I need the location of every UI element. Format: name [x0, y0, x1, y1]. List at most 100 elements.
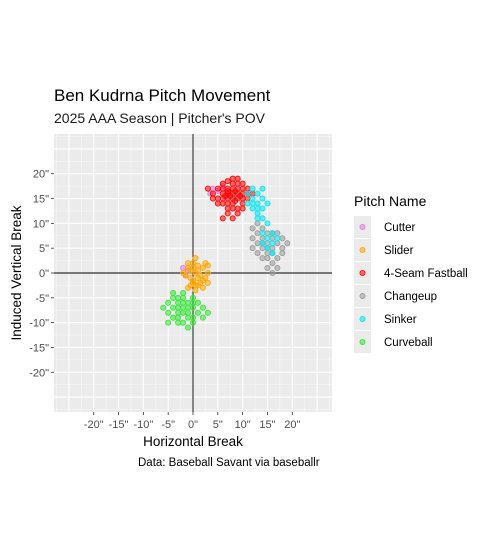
- point-curveball: [175, 314, 182, 321]
- point-slider: [194, 267, 201, 274]
- y-tick-label: 15": [33, 194, 49, 206]
- point-changeup: [254, 250, 261, 257]
- legend-label-changeup: Changeup: [384, 291, 437, 303]
- point-4-seam-fastball: [204, 185, 211, 192]
- point-curveball: [194, 299, 201, 306]
- legend-label-4-seam-fastball: 4-Seam Fastball: [384, 268, 468, 280]
- point-sinker: [249, 200, 256, 207]
- point-changeup: [279, 245, 286, 252]
- point-slider: [194, 262, 201, 269]
- point-sinker: [244, 190, 251, 197]
- point-changeup: [254, 220, 261, 227]
- point-curveball: [185, 324, 192, 331]
- point-slider: [187, 282, 194, 289]
- point-curveball: [175, 299, 182, 306]
- x-tick-label: -5": [161, 419, 175, 431]
- point-changeup: [264, 230, 271, 237]
- point-changeup: [254, 240, 261, 247]
- point-curveball: [180, 319, 187, 326]
- point-4-seam-fastball: [222, 193, 229, 200]
- point-4-seam-fastball: [227, 193, 234, 200]
- point-4-seam-fastball: [239, 180, 246, 187]
- point-changeup: [259, 245, 266, 252]
- point-4-seam-fastball: [244, 185, 251, 192]
- point-changeup: [259, 235, 266, 242]
- legend-label-slider: Slider: [384, 245, 414, 257]
- point-4-seam-fastball: [219, 185, 226, 192]
- point-slider: [192, 282, 199, 289]
- point-sinker: [269, 250, 276, 257]
- point-slider: [192, 255, 199, 262]
- point-curveball: [165, 319, 172, 326]
- x-tick-label: -15": [109, 419, 129, 431]
- point-changeup: [269, 269, 276, 276]
- point-sinker: [274, 235, 281, 242]
- point-cutter: [180, 265, 187, 272]
- point-changeup: [254, 230, 261, 237]
- point-slider: [192, 287, 199, 294]
- legend-key-sinker: [359, 315, 366, 322]
- point-slider: [189, 260, 196, 267]
- point-sinker: [254, 210, 261, 217]
- x-axis-ticks: -20" -15" -10" -5" 0" 5" 10" 15" 20": [84, 412, 300, 431]
- point-sinker: [254, 190, 261, 197]
- point-curveball: [170, 289, 177, 296]
- chart-subtitle: 2025 AAA Season | Pitcher's POV: [54, 110, 265, 126]
- legend-key-curveball: [359, 338, 366, 345]
- legend-title: Pitch Name: [354, 193, 427, 209]
- point-sinker: [259, 185, 266, 192]
- point-curveball: [189, 319, 196, 326]
- point-curveball: [194, 309, 201, 316]
- point-curveball: [175, 294, 182, 301]
- point-slider: [180, 269, 187, 276]
- point-curveball: [185, 314, 192, 321]
- point-4-seam-fastball: [214, 195, 221, 202]
- point-curveball: [185, 299, 192, 306]
- point-sinker: [259, 230, 266, 237]
- point-cutter: [209, 185, 216, 192]
- point-changeup: [249, 235, 256, 242]
- point-sinker: [244, 200, 251, 207]
- x-tick-label: 20": [284, 419, 300, 431]
- point-sinker: [269, 240, 276, 247]
- point-changeup: [264, 250, 271, 257]
- point-4-seam-fastball: [232, 198, 239, 205]
- legend: Cutter Slider 4-Seam Fastball Changeup Sinke…: [354, 216, 468, 353]
- point-4-seam-fastball: [229, 215, 236, 222]
- point-changeup: [279, 250, 286, 257]
- x-tick-label: 0": [188, 419, 198, 431]
- point-slider: [199, 277, 206, 284]
- point-changeup: [259, 225, 266, 232]
- point-changeup: [259, 255, 266, 262]
- point-curveball: [204, 309, 211, 316]
- point-slider: [204, 262, 211, 269]
- point-4-seam-fastball: [234, 205, 241, 212]
- y-tick-label: 10": [33, 218, 49, 230]
- point-4-seam-fastball: [239, 205, 246, 212]
- point-changeup: [279, 235, 286, 242]
- point-sinker: [264, 200, 271, 207]
- point-changeup: [264, 240, 271, 247]
- point-curveball: [189, 304, 196, 311]
- y-tick-label: 5": [39, 243, 49, 255]
- legend-key-4-seam-fastball: [359, 269, 366, 276]
- point-changeup: [249, 225, 256, 232]
- point-slider: [189, 277, 196, 284]
- x-tick-label: -10": [133, 419, 153, 431]
- point-curveball: [170, 294, 177, 301]
- point-curveball: [185, 309, 192, 316]
- point-curveball: [199, 304, 206, 311]
- point-4-seam-fastball: [232, 188, 239, 195]
- point-4-seam-fastball: [237, 193, 244, 200]
- point-4-seam-fastball: [219, 200, 226, 207]
- point-changeup: [274, 255, 281, 262]
- point-sinker: [264, 220, 271, 227]
- point-curveball: [180, 299, 187, 306]
- x-axis-title: Horizontal Break: [143, 434, 243, 449]
- point-changeup: [269, 235, 276, 242]
- y-tick-label: -15": [29, 342, 49, 354]
- point-curveball: [180, 304, 187, 311]
- point-4-seam-fastball: [219, 215, 226, 222]
- y-tick-label: 0": [39, 268, 49, 280]
